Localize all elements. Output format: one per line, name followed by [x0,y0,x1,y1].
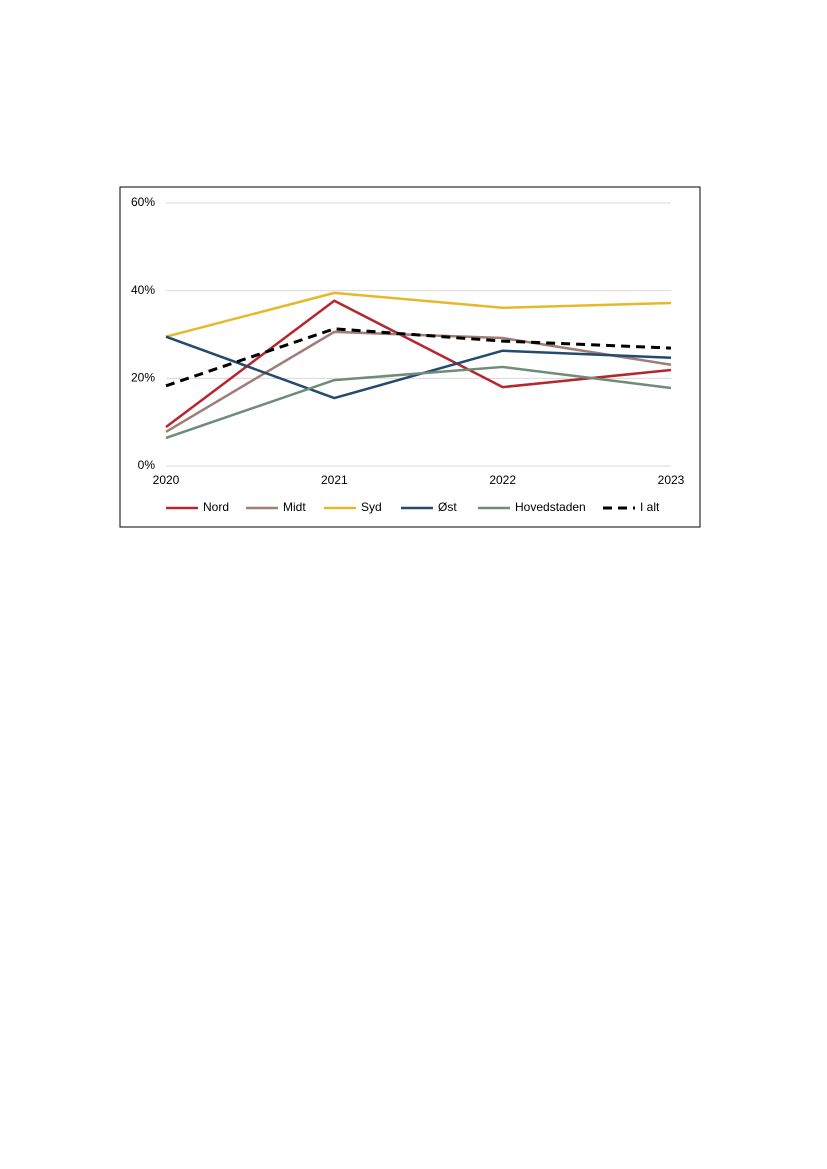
series-line [165,365,672,440]
series-line [165,291,672,338]
chart-frame [119,186,701,528]
x-tick-label: 2021 [321,473,348,487]
x-tick-label: 2020 [153,473,180,487]
legend-label: Øst [438,500,457,514]
y-tick-label: 60% [131,195,155,209]
legend-label: I alt [640,500,660,514]
legend-label: Nord [203,500,229,514]
legend-label: Hovedstaden [515,500,586,514]
y-tick-label: 40% [131,283,155,297]
x-tick-label: 2023 [658,473,685,487]
legend-label: Midt [283,500,306,514]
y-tick-label: 0% [138,458,156,472]
legend-label: Syd [361,500,382,514]
series-line [165,327,672,388]
x-tick-label: 2022 [489,473,516,487]
y-tick-label: 20% [131,371,155,385]
